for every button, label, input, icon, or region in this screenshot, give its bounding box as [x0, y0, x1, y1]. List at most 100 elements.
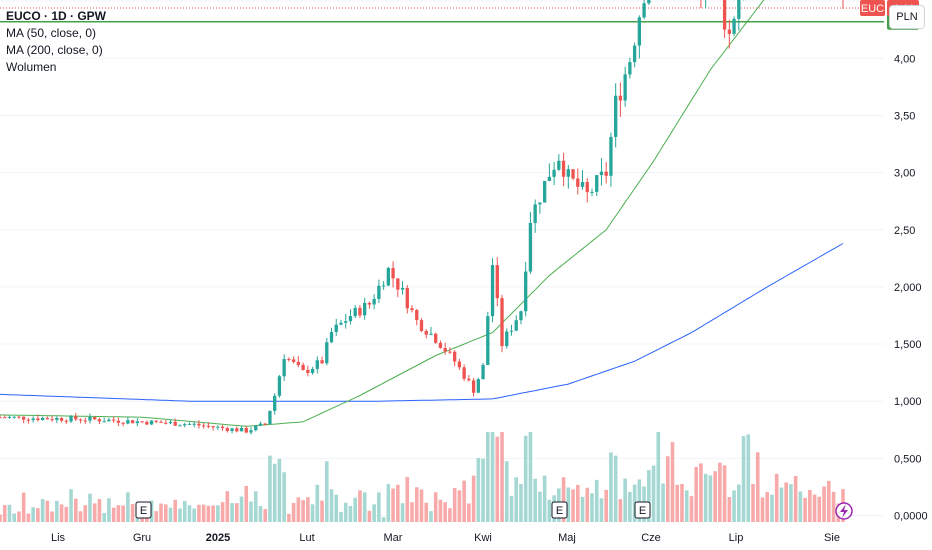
candle	[348, 316, 353, 322]
volume-bar	[230, 503, 234, 522]
candle	[263, 423, 267, 425]
candle	[396, 278, 400, 290]
volume-bar	[665, 456, 670, 522]
volume-bar	[457, 490, 462, 522]
volume-bar	[258, 505, 263, 522]
volume-bar	[163, 504, 168, 522]
candle	[64, 420, 68, 422]
symbol-title[interactable]: EUCO · 1D · GPW	[6, 9, 107, 23]
candle	[339, 322, 343, 325]
volume-bar	[26, 513, 31, 522]
volume-bar	[509, 495, 514, 522]
earnings-marker-box[interactable]	[135, 501, 152, 519]
volume-bar	[272, 463, 277, 522]
volume-bar	[92, 503, 97, 522]
candle	[353, 307, 357, 317]
volume-bar	[277, 458, 282, 522]
volume-bar	[699, 463, 703, 522]
candle	[363, 302, 367, 316]
volume-bar	[324, 461, 329, 522]
candle	[116, 420, 121, 423]
volume-bar	[755, 452, 760, 522]
candle	[647, 0, 651, 4]
indicator-ma50[interactable]: MA (50, close, 0)	[6, 26, 97, 40]
currency-button[interactable]: PLN	[889, 5, 925, 29]
volume-bar	[253, 491, 258, 522]
volume-bar	[580, 496, 585, 522]
volume-bar	[173, 499, 178, 522]
volume-bar	[462, 480, 466, 522]
volume-bar	[793, 476, 798, 522]
volume-bar	[547, 499, 552, 522]
volume-bar	[121, 505, 125, 522]
candle	[547, 176, 552, 181]
volume-bar	[490, 432, 495, 522]
candle	[429, 333, 433, 335]
volume-bar	[31, 507, 35, 522]
candle	[467, 378, 471, 381]
volume-bar	[481, 458, 485, 522]
earnings-marker-label: E	[140, 505, 147, 517]
volume-bar	[779, 487, 784, 522]
candle	[140, 421, 144, 423]
candle	[69, 416, 73, 422]
candle	[306, 370, 310, 373]
lightning-icon[interactable]	[835, 502, 853, 520]
candle	[258, 423, 263, 426]
candle	[377, 285, 381, 299]
volume-bar	[694, 466, 698, 522]
volume-bar	[78, 511, 83, 522]
indicator-ma200[interactable]: MA (200, close, 0)	[6, 43, 103, 57]
candle	[239, 427, 244, 432]
candle	[310, 368, 315, 373]
y-axis[interactable]: 0,0000 0,500 1,000 1,500 2,000 2,50 3,00 3,50 4,…	[894, 0, 928, 523]
volume-bar	[812, 494, 817, 522]
volume-bar	[594, 479, 599, 522]
candle	[12, 416, 16, 418]
volume-bar	[618, 499, 623, 522]
earnings-marker-box[interactable]	[634, 501, 651, 519]
volume-bar	[708, 475, 713, 522]
volume-bar	[575, 484, 580, 522]
volume-bar	[97, 498, 102, 522]
candle	[126, 420, 130, 424]
x-tick-label: Sie	[824, 532, 840, 544]
volume-bar	[495, 436, 500, 522]
candle	[580, 182, 585, 187]
ma50-line	[0, 0, 765, 427]
chart-legend: EUCO · 1D · GPW MA (50, close, 0) MA (20…	[6, 8, 106, 76]
indicator-volume[interactable]: Wolumen	[6, 60, 57, 74]
volume-bar	[348, 505, 353, 522]
candle	[88, 416, 92, 421]
candle	[22, 416, 26, 420]
volume-bar	[689, 496, 694, 522]
candle	[291, 359, 296, 362]
candle	[448, 351, 452, 353]
earnings-marker-box[interactable]	[551, 501, 568, 519]
volume-bar	[353, 497, 357, 522]
candle	[173, 421, 177, 426]
volume-bar	[722, 465, 727, 522]
candle	[159, 421, 163, 423]
candle	[457, 361, 462, 368]
x-axis[interactable]: Lis Gru 2025 Lut Mar Kwi Maj Cze Lip Sie	[51, 532, 840, 544]
x-tick-label: Lut	[299, 532, 314, 544]
candle	[325, 342, 329, 364]
volume-bar	[216, 505, 220, 522]
volume-bar	[45, 500, 50, 522]
volume-bar	[651, 465, 656, 522]
volume-bar	[55, 500, 59, 522]
candle	[737, 0, 741, 19]
volume-bar	[675, 484, 680, 522]
volume-bar	[684, 490, 689, 522]
volume-bar	[542, 475, 547, 522]
volume-bar	[789, 484, 793, 522]
candle	[438, 342, 443, 349]
volume-bar	[50, 511, 54, 522]
candle	[386, 267, 391, 286]
candle	[400, 287, 405, 290]
horizontal-lines[interactable]	[0, 0, 884, 23]
volume-bar	[396, 484, 400, 522]
